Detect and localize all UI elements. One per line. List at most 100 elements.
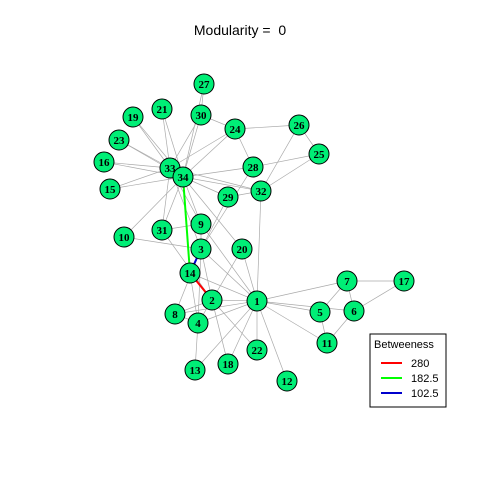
node-circle-5	[309, 301, 331, 323]
node-24: 24	[224, 118, 246, 140]
edge-32-34	[182, 176, 262, 192]
edge-27-34	[182, 83, 205, 178]
plot-title: Modularity = 0	[193, 22, 287, 38]
node-circle-32	[250, 180, 272, 202]
node-circle-29	[217, 186, 239, 208]
edge-2-22	[211, 299, 258, 351]
node-circle-11	[316, 332, 338, 354]
node-21: 21	[151, 98, 173, 120]
edge-1-32	[256, 190, 262, 302]
node-label-18: 18	[223, 359, 235, 371]
node-label-5: 5	[317, 307, 323, 319]
node-circle-15	[99, 178, 121, 200]
node-label-10: 10	[119, 232, 131, 244]
node-label-34: 34	[178, 172, 190, 184]
edge-24-26	[234, 124, 300, 130]
node-circle-3	[190, 238, 212, 260]
node-label-28: 28	[248, 162, 260, 174]
node-label-3: 3	[198, 244, 204, 256]
node-label-9: 9	[198, 219, 204, 231]
node-circle-16	[93, 151, 115, 173]
legend-label-3: 102.5	[411, 388, 439, 400]
node-circle-34	[172, 166, 194, 188]
node-10: 10	[113, 226, 135, 248]
edge-1-3	[200, 248, 258, 302]
edge-19-33	[132, 116, 171, 169]
node-4: 4	[187, 312, 209, 334]
edge-1-11	[256, 300, 328, 344]
edge-1-6	[256, 300, 355, 312]
edge-24-33	[169, 128, 236, 169]
legend-label-2: 182.5	[411, 373, 439, 385]
node-30: 30	[190, 104, 212, 126]
node-34: 34	[172, 166, 194, 188]
node-circle-20	[231, 238, 253, 260]
edge-10-34	[123, 176, 184, 238]
edge-1-18	[227, 300, 258, 365]
node-label-14: 14	[185, 268, 197, 280]
node-17: 17	[393, 270, 415, 292]
node-label-30: 30	[196, 110, 208, 122]
node-19: 19	[122, 106, 144, 128]
node-label-4: 4	[195, 318, 201, 330]
node-14: 14	[179, 262, 201, 284]
node-circle-19	[122, 106, 144, 128]
node-circle-14	[179, 262, 201, 284]
node-label-33: 33	[165, 163, 177, 175]
node-circle-10	[113, 226, 135, 248]
node-8: 8	[164, 303, 186, 325]
node-26: 26	[288, 114, 310, 136]
edge-16-33	[103, 161, 171, 169]
node-label-31: 31	[157, 225, 168, 237]
node-25: 25	[308, 143, 330, 165]
highlighted-edge-14-34	[182, 176, 191, 274]
node-20: 20	[231, 238, 253, 260]
edge-15-34	[109, 176, 184, 190]
edge-1-9	[200, 223, 258, 302]
node-5: 5	[309, 301, 331, 323]
node-label-17: 17	[399, 276, 411, 288]
node-6: 6	[343, 300, 365, 322]
node-label-20: 20	[237, 244, 249, 256]
node-circle-2	[201, 289, 223, 311]
node-28: 28	[242, 156, 264, 178]
legend-box	[369, 333, 447, 408]
node-22: 22	[246, 339, 268, 361]
node-circle-18	[217, 353, 239, 375]
edge-1-5	[256, 300, 321, 313]
edge-15-33	[109, 167, 171, 190]
node-circle-13	[184, 359, 206, 381]
node-9: 9	[190, 213, 212, 235]
node-label-27: 27	[199, 79, 211, 91]
node-circle-7	[336, 270, 358, 292]
node-circle-31	[151, 219, 173, 241]
node-circle-27	[193, 73, 215, 95]
node-18: 18	[217, 353, 239, 375]
node-label-6: 6	[351, 306, 357, 318]
node-circle-17	[393, 270, 415, 292]
node-circle-1	[246, 290, 268, 312]
node-circle-26	[288, 114, 310, 136]
node-12: 12	[276, 370, 298, 392]
edge-20-34	[182, 176, 243, 250]
node-2: 2	[201, 289, 223, 311]
node-7: 7	[336, 270, 358, 292]
node-label-8: 8	[172, 309, 178, 321]
node-circle-28	[242, 156, 264, 178]
edge-1-13	[194, 300, 258, 371]
node-label-25: 25	[314, 149, 326, 161]
node-label-29: 29	[223, 192, 235, 204]
edge-2-18	[211, 299, 229, 365]
node-circle-8	[164, 303, 186, 325]
node-label-22: 22	[252, 345, 264, 357]
node-15: 15	[99, 178, 121, 200]
node-circle-25	[308, 143, 330, 165]
node-label-11: 11	[322, 338, 332, 350]
node-11: 11	[316, 332, 338, 354]
node-31: 31	[151, 219, 173, 241]
node-32: 32	[250, 180, 272, 202]
node-label-19: 19	[128, 112, 140, 124]
node-23: 23	[108, 129, 130, 151]
node-label-26: 26	[294, 120, 306, 132]
